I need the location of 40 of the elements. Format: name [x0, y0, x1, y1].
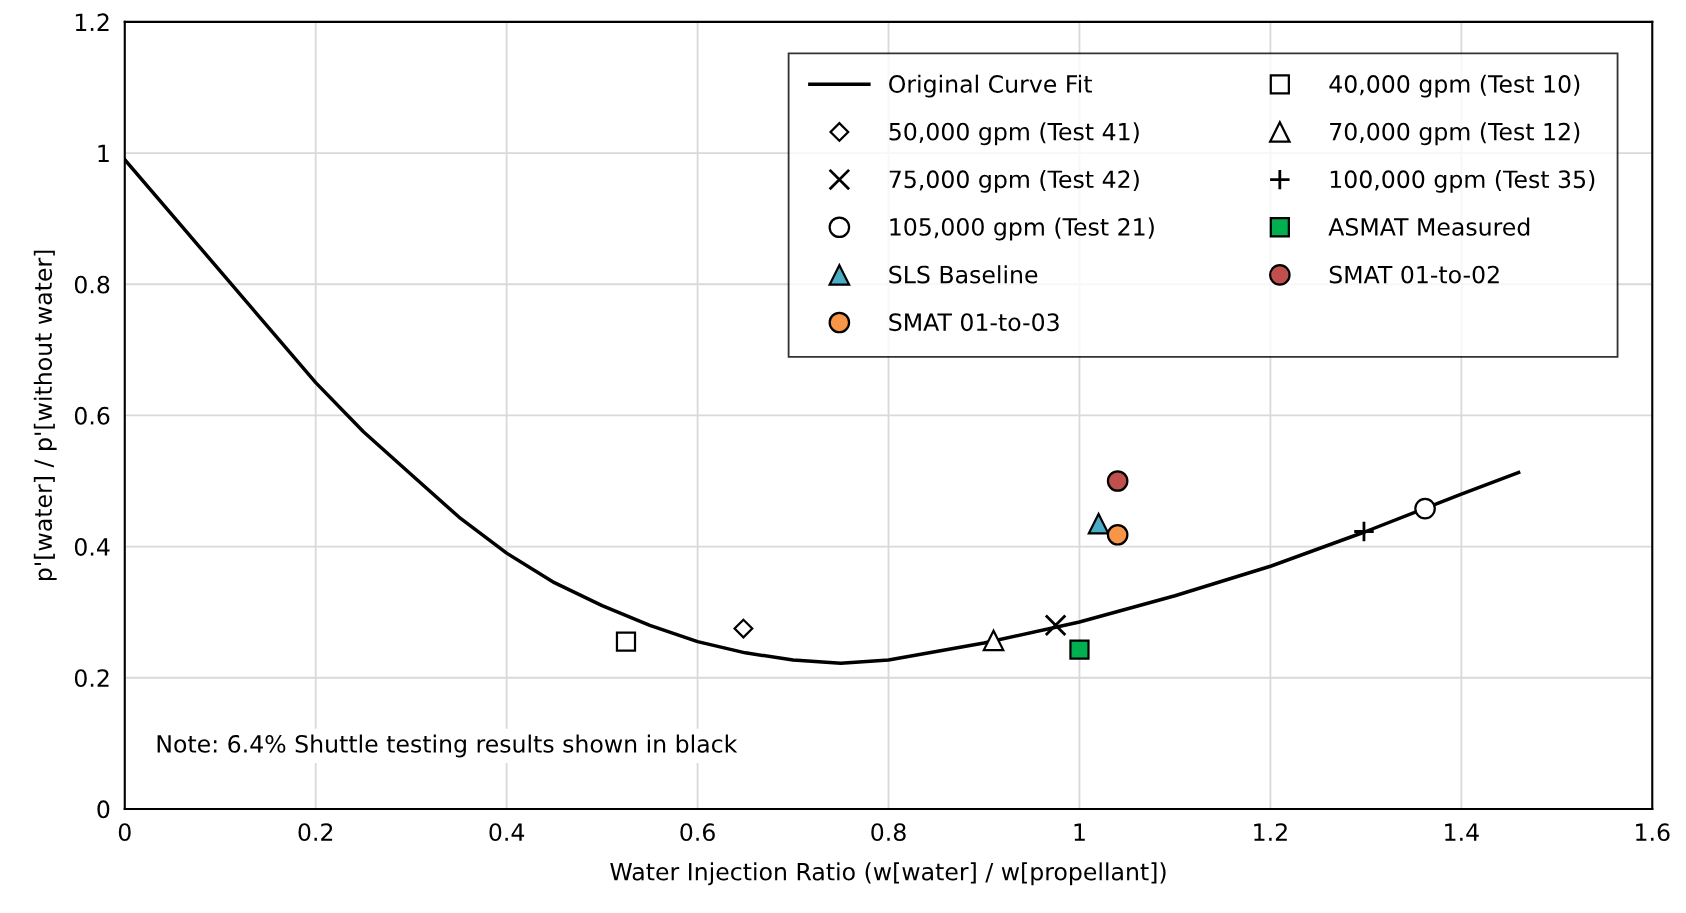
legend-label: SLS Baseline — [889, 265, 1038, 284]
point — [1414, 497, 1436, 520]
point — [982, 629, 1005, 652]
x-tick-label: 0.6 — [680, 823, 715, 842]
x-tick-label: 1.2 — [1254, 823, 1287, 841]
x-tick-label: 0.2 — [298, 823, 333, 842]
legend-label: 40,000 gpm (Test 10) — [1329, 74, 1580, 98]
x-tick-label: 0 — [118, 823, 131, 842]
x-tick-label: 1 — [1074, 823, 1085, 841]
legend-label: SMAT 01-to-02 — [1329, 265, 1499, 284]
annotation: Note: 6.4% Shuttle testing results shown in black — [157, 734, 738, 758]
x-tick-label: 1.4 — [1445, 823, 1479, 841]
point — [1106, 470, 1129, 492]
point — [1352, 520, 1376, 543]
point — [733, 618, 754, 639]
point — [1087, 512, 1110, 535]
y-tick-label: 1 — [98, 144, 109, 163]
legend-label: ASMAT Measured — [1328, 217, 1530, 236]
y-axis-title: p'[water] / p'[without water] — [33, 250, 57, 581]
y-tick-label: 0.6 — [74, 406, 110, 425]
x-tick-label: 0.8 — [871, 823, 906, 842]
x-axis-title: Water Injection Ratio (w[water] / w[propellant]) — [610, 862, 1166, 886]
y-tick-label: 1.2 — [75, 13, 109, 31]
x-tick-label: 1.6 — [1636, 823, 1670, 842]
point — [1069, 639, 1090, 660]
legend-label: 50,000 gpm (Test 41) — [889, 122, 1139, 146]
legend-label: 75,000 gpm (Test 42) — [889, 169, 1139, 193]
legend-label: Original Curve Fit — [889, 74, 1092, 98]
y-tick-label: 0.8 — [74, 275, 110, 294]
legend-label: 100,000 gpm (Test 35) — [1330, 169, 1595, 193]
legend-label: SMAT 01-to-03 — [889, 313, 1059, 332]
legend-label: 105,000 gpm (Test 21) — [890, 217, 1154, 241]
point — [1106, 523, 1129, 546]
point — [1044, 614, 1067, 637]
x-tick-label: 0.4 — [489, 823, 525, 842]
y-tick-label: 0.2 — [74, 669, 109, 688]
y-tick-label: 0 — [97, 800, 110, 819]
point — [615, 631, 637, 652]
y-tick-label: 0.4 — [74, 538, 110, 556]
legend-label: 70,000 gpm (Test 12) — [1330, 122, 1580, 146]
